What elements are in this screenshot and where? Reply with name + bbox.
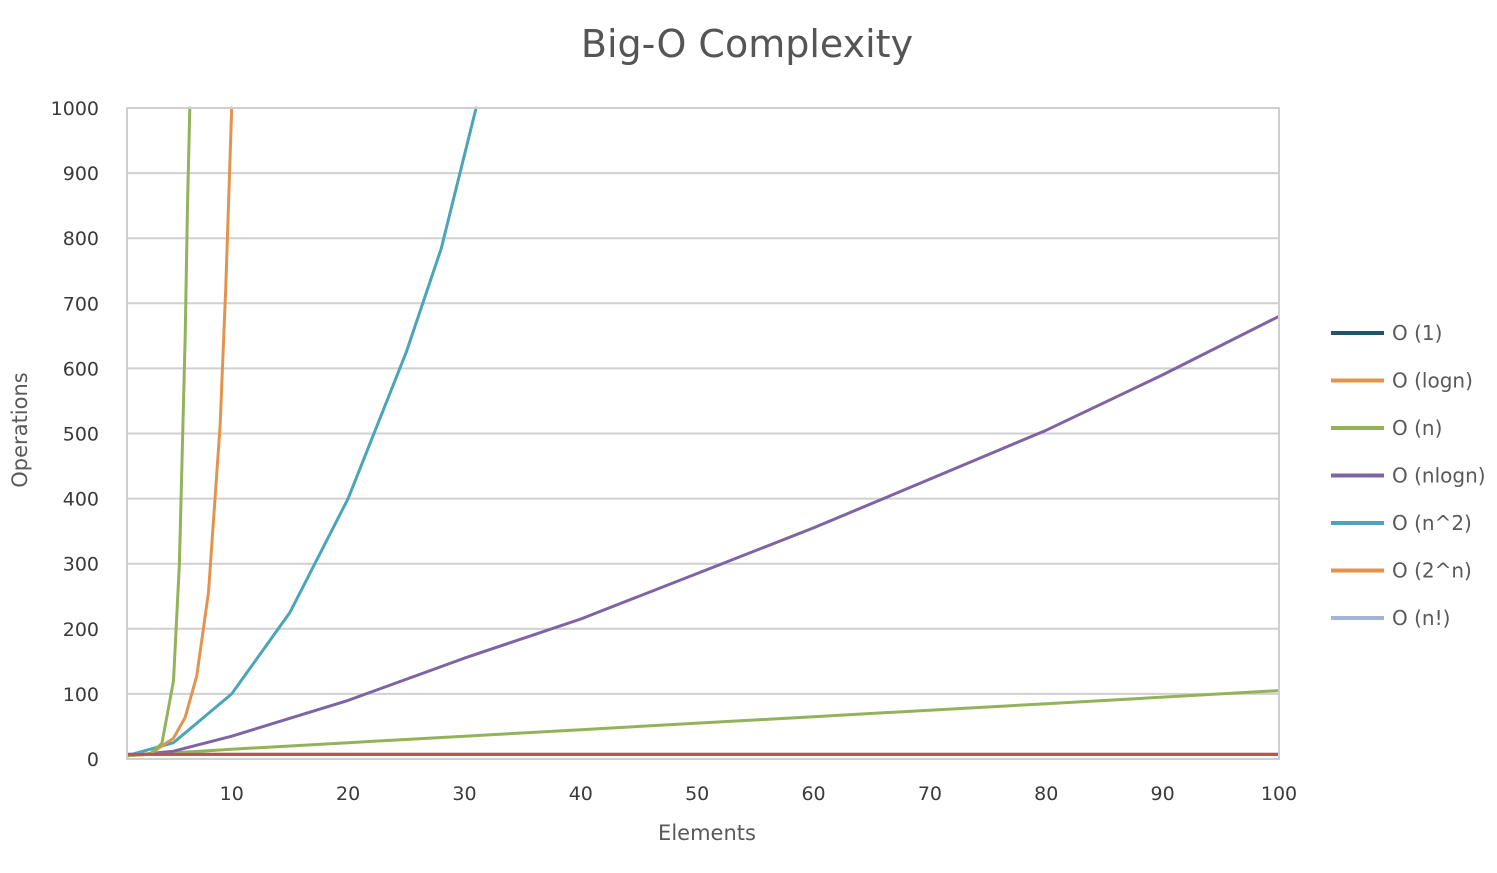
legend-label-o-1: O (1): [1392, 321, 1442, 345]
legend-label-o-2-n: O (2^n): [1392, 559, 1472, 583]
y-tick-label-0: 0: [87, 749, 99, 771]
y-tick-label-400: 400: [63, 489, 99, 511]
x-axis-label: Elements: [658, 821, 756, 845]
x-tick-labels: 10 20 30 40 50 60 70 80 90 100: [220, 783, 1297, 805]
chart-title: Big-O Complexity: [581, 22, 913, 66]
series-line-o-2-n: [127, 106, 234, 758]
legend-label-o-n-2: O (n^2): [1392, 511, 1472, 535]
series-lines: [127, 106, 1279, 758]
x-tick-label-90: 90: [1151, 783, 1175, 805]
legend-label-o-logn: O (logn): [1392, 369, 1473, 393]
legend: O (1) O (logn) O (n) O (nlogn) O (n^2) O (2^n…: [1331, 321, 1486, 630]
x-tick-label-70: 70: [918, 783, 942, 805]
y-tick-label-1000: 1000: [51, 98, 99, 120]
series-line-o-nlogn: [127, 314, 1279, 758]
y-axis-label: Operations: [8, 372, 32, 487]
y-tick-label-600: 600: [63, 358, 99, 380]
x-tick-label-50: 50: [685, 783, 709, 805]
series-line-7: [127, 106, 192, 758]
y-tick-label-100: 100: [63, 684, 99, 706]
legend-label-o-n: O (n): [1392, 416, 1442, 440]
y-tick-label-800: 800: [63, 228, 99, 250]
x-tick-label-10: 10: [220, 783, 244, 805]
x-tick-label-30: 30: [452, 783, 476, 805]
y-tick-label-500: 500: [63, 424, 99, 446]
x-tick-label-100: 100: [1261, 783, 1297, 805]
series-line-o-n-2: [127, 106, 478, 758]
x-tick-label-20: 20: [336, 783, 360, 805]
series-line-o-n: [127, 689, 1279, 758]
legend-label-o-nlogn: O (nlogn): [1392, 464, 1486, 488]
x-tick-label-40: 40: [569, 783, 593, 805]
plot-frame: [126, 107, 1280, 760]
y-tick-labels: 0 100 200 300 400 500 600 700 800 900 1000: [51, 98, 99, 771]
legend-label-o-n: O (n!): [1392, 606, 1450, 630]
y-tick-label-200: 200: [63, 619, 99, 641]
x-tick-label-60: 60: [801, 783, 825, 805]
y-tick-label-900: 900: [63, 163, 99, 185]
y-tick-label-300: 300: [63, 554, 99, 576]
x-tick-label-80: 80: [1034, 783, 1058, 805]
y-tick-label-700: 700: [63, 293, 99, 315]
